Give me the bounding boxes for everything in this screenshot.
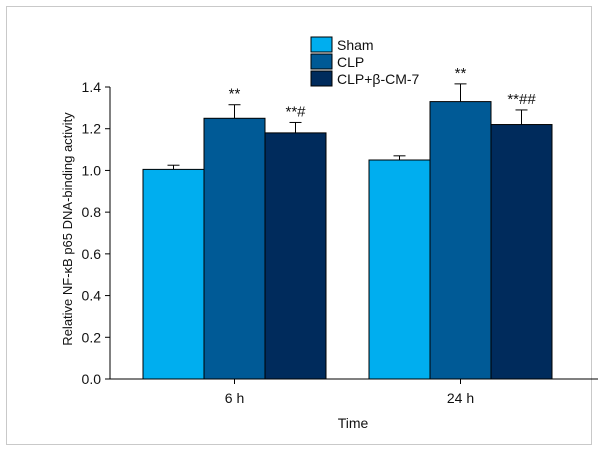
bar (142, 168, 205, 380)
y-axis-label: Relative NF-κB p65 DNA-binding activity (60, 112, 75, 346)
y-tick-label: 0.8 (82, 204, 102, 220)
bar (429, 101, 492, 380)
legend-swatch (310, 70, 333, 87)
legend-label: CLP (337, 54, 364, 70)
significance-annotations: ** **# ** **## (229, 65, 537, 121)
significance-label: ** (229, 86, 241, 103)
y-tick-label: 0.6 (82, 246, 102, 262)
legend-label: CLP+β-CM-7 (337, 71, 420, 87)
significance-label: ** (455, 65, 467, 82)
legend-swatch (310, 53, 333, 70)
bar (490, 124, 553, 380)
x-axis-ticks: 6 h 24 h (225, 379, 474, 406)
x-tick-label: 6 h (225, 390, 244, 406)
y-tick-label: 1.0 (82, 162, 102, 178)
x-tick-label: 24 h (447, 390, 474, 406)
bars (142, 101, 553, 380)
y-tick-label: 0.2 (82, 329, 102, 345)
y-axis-ticks: 0.0 0.2 0.4 0.6 0.8 1.0 1.2 1.4 (82, 79, 110, 387)
y-tick-label: 0.4 (82, 288, 102, 304)
y-tick-label: 1.2 (82, 121, 102, 137)
significance-label: **## (507, 91, 536, 108)
bar (203, 117, 266, 380)
legend-label: Sham (337, 37, 374, 53)
significance-label: **# (285, 103, 306, 120)
x-axis-label: Time (338, 415, 369, 431)
legend-swatch (310, 36, 333, 53)
y-tick-label: 1.4 (82, 79, 102, 95)
bar (264, 132, 327, 380)
y-tick-label: 0.0 (82, 371, 102, 387)
error-bars (167, 83, 528, 170)
bar (368, 159, 431, 380)
